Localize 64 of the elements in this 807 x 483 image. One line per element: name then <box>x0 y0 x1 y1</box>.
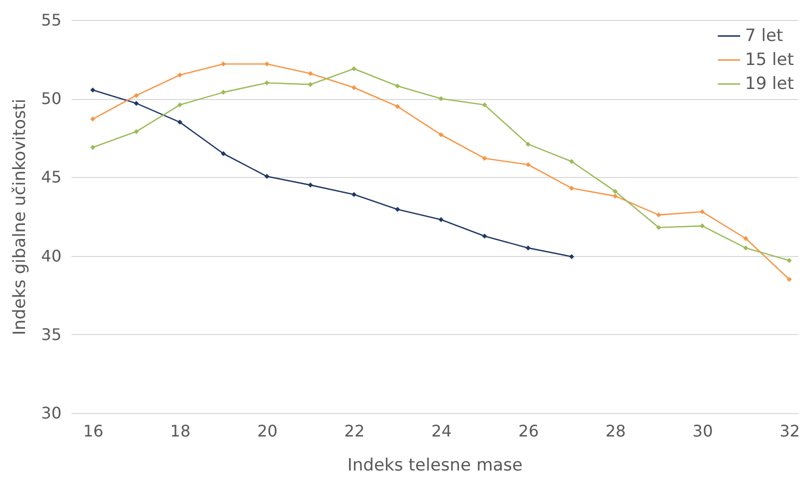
point <box>394 84 400 89</box>
x-tick-label: 20 <box>257 422 278 440</box>
point <box>526 142 531 147</box>
point <box>569 254 574 260</box>
point <box>526 245 531 250</box>
x-tick-label: 26 <box>518 422 539 440</box>
legend-label: 19 let <box>745 74 794 94</box>
point <box>438 96 444 102</box>
point <box>743 245 748 250</box>
point <box>526 162 531 168</box>
x-tick-label: 16 <box>83 422 104 440</box>
point <box>438 217 444 222</box>
point <box>351 85 356 90</box>
point <box>743 236 748 242</box>
point <box>177 102 182 108</box>
point <box>90 87 96 92</box>
point <box>569 158 574 164</box>
legend-label: 7 let <box>745 26 784 46</box>
point <box>134 129 139 134</box>
point <box>612 188 618 194</box>
point <box>134 92 139 98</box>
x-axis-title: Indeks telesne mase <box>347 456 523 476</box>
point <box>482 102 488 108</box>
point <box>90 116 96 122</box>
x-tick-label: 32 <box>780 422 800 440</box>
point <box>700 209 705 214</box>
y-tick-label: 55 <box>41 10 62 30</box>
point <box>308 70 313 76</box>
x-tick-label: 22 <box>344 422 365 440</box>
y-tick-label: 35 <box>41 324 62 344</box>
point <box>264 80 270 86</box>
point <box>220 62 226 67</box>
y-tick-label: 50 <box>41 89 62 108</box>
point <box>264 174 270 179</box>
x-tick-label: 24 <box>431 422 452 440</box>
point <box>134 100 139 106</box>
point <box>482 156 488 161</box>
point <box>177 120 182 125</box>
point <box>90 144 96 150</box>
point <box>612 194 618 199</box>
x-tick-label: 30 <box>692 422 713 440</box>
point <box>786 276 792 282</box>
point <box>700 223 705 228</box>
point <box>786 258 792 264</box>
x-tick-label: 28 <box>605 422 626 440</box>
y-tick-label: 40 <box>41 246 62 266</box>
point <box>569 186 574 191</box>
point <box>351 66 356 72</box>
y-tick-label: 45 <box>41 168 62 187</box>
point <box>438 132 444 138</box>
y-tick-label: 30 <box>41 404 62 422</box>
point <box>394 206 400 212</box>
point <box>656 225 662 230</box>
y-axis-title: Indeks gibalne učinkovitosti <box>10 98 30 336</box>
point <box>220 90 226 95</box>
point <box>656 212 662 218</box>
legend-label: 15 let <box>745 50 794 70</box>
point <box>394 104 400 109</box>
point <box>177 72 182 78</box>
x-tick-label: 18 <box>170 422 191 440</box>
point <box>482 234 488 239</box>
point <box>351 192 356 197</box>
point <box>220 151 226 156</box>
point <box>308 182 313 188</box>
